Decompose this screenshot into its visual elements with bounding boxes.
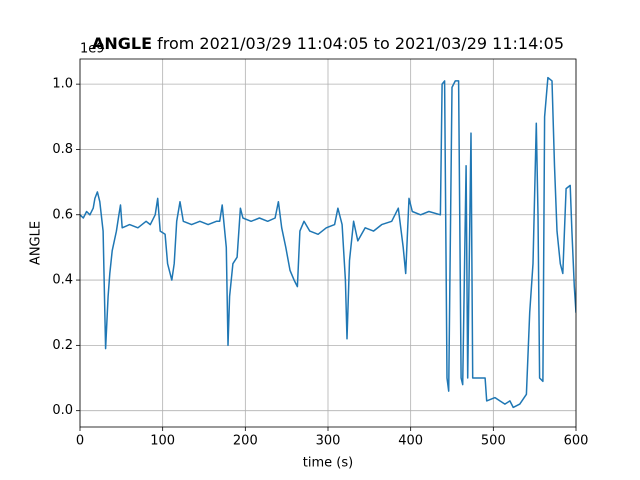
title-name: ANGLE: [92, 34, 152, 53]
x-axis-label: time (s): [303, 456, 353, 471]
x-tick-label: 600: [564, 434, 589, 449]
y-tick-label: 0.6: [52, 207, 73, 222]
chart-title: ANGLE from 2021/03/29 11:04:05 to 2021/0…: [92, 34, 564, 53]
offset-text: 1e9: [80, 42, 105, 57]
y-tick-label: 0.4: [52, 273, 73, 288]
title-text: from 2021/03/29 11:04:05 to 2021/03/29 1…: [157, 34, 564, 53]
x-tick-label: 300: [316, 434, 341, 449]
y-tick-label: 0.0: [52, 403, 73, 418]
x-tick-label: 400: [398, 434, 423, 449]
y-tick-label: 1.0: [52, 77, 73, 92]
x-tick-label: 500: [481, 434, 506, 449]
x-tick-label: 100: [150, 434, 175, 449]
axes-frame: [79, 58, 577, 428]
data-line: [80, 76, 576, 409]
x-tick-label: 0: [76, 434, 84, 449]
y-axis-label: ANGLE: [29, 221, 44, 265]
y-tick-label: 0.8: [52, 142, 73, 157]
y-tick-label: 0.2: [52, 338, 73, 353]
x-tick-label: 200: [233, 434, 258, 449]
